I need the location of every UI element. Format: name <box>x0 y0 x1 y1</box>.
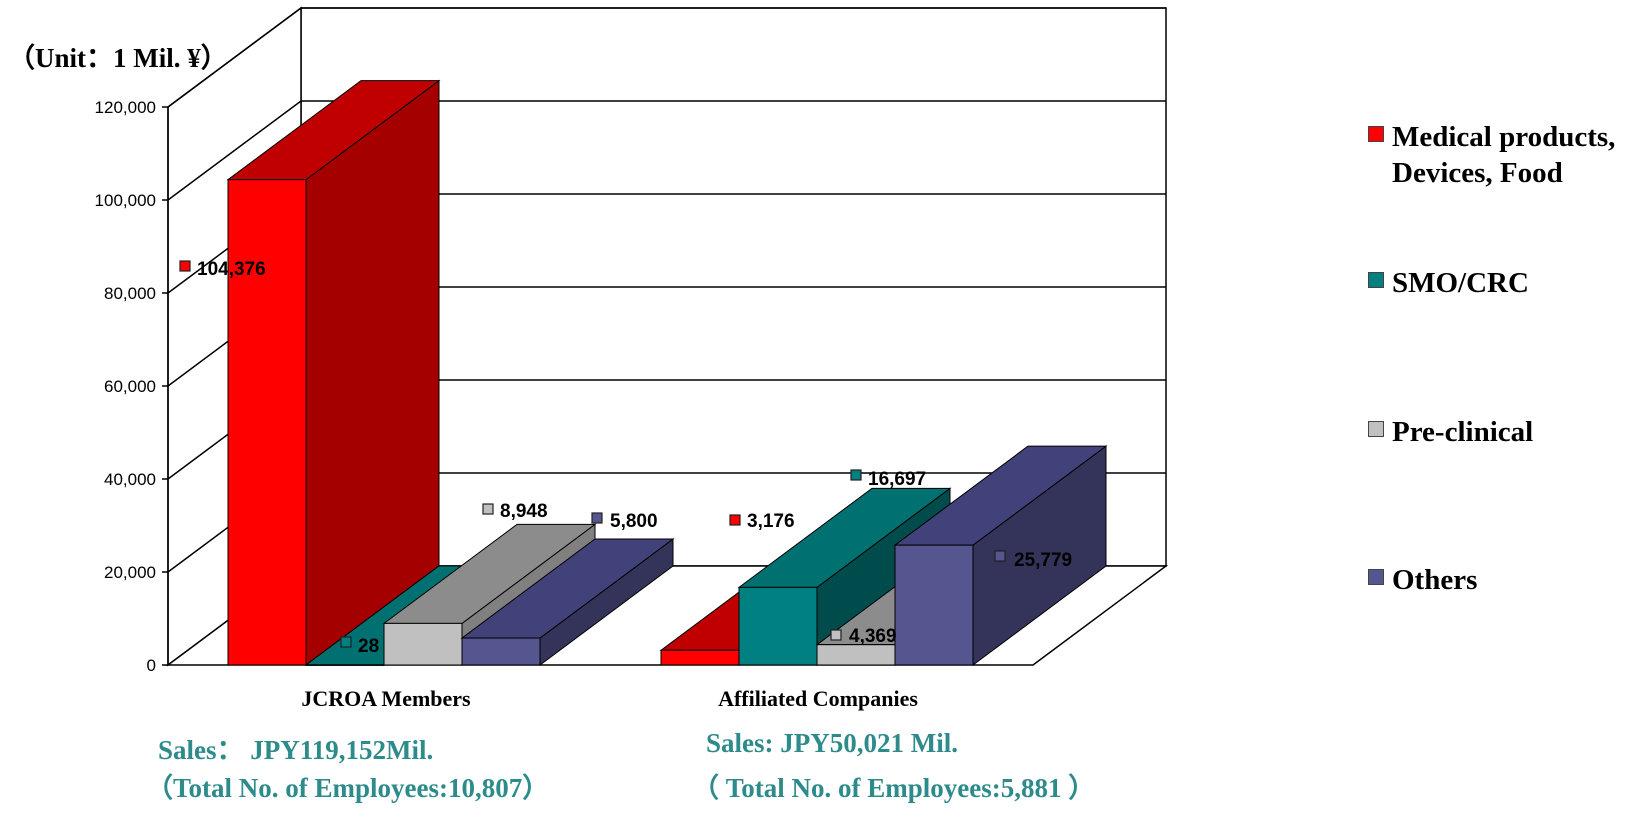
data-marker <box>591 512 603 524</box>
y-tick-label: 60,000 <box>104 377 156 396</box>
bar-front <box>816 644 896 666</box>
data-label: 8,948 <box>500 501 548 522</box>
legend-swatch-others <box>1368 569 1384 585</box>
legend-swatch-medical <box>1368 126 1384 142</box>
jcroa-employees: （Total No. of Employees:10,807） <box>146 773 550 803</box>
data-marker <box>830 629 842 641</box>
gridline <box>167 100 1166 201</box>
data-marker <box>850 469 862 481</box>
data-labels: 104,376 28 8,948 5,800 3,176 16,697 4,369 25,77… <box>179 259 1072 657</box>
bar-front <box>305 664 385 666</box>
data-label: 104,376 <box>197 259 266 280</box>
data-marker <box>179 260 191 272</box>
y-tick-label: 40,000 <box>104 470 156 489</box>
bar-front <box>894 544 974 666</box>
bar-side <box>305 79 440 666</box>
data-label: 28 <box>358 636 379 657</box>
affiliated-employees: （ Total No. of Employees:5,881 ） <box>692 773 1096 803</box>
legend-label-pre-clinical: Pre-clinical <box>1392 416 1534 448</box>
unit-label: （Unit：1 Mil. ¥） <box>8 43 228 73</box>
y-axis: 0 20,000 40,000 60,000 80,000 100,000 120,000 <box>95 98 169 675</box>
legend-item-pre-clinical: Pre-clinical <box>1368 414 1632 450</box>
y-tick-label: 20,000 <box>104 563 156 582</box>
bar-front <box>461 637 541 666</box>
data-label: 5,800 <box>610 511 658 532</box>
legend-label-medical: Medical products, Devices, Food <box>1392 121 1616 189</box>
bar-front <box>738 586 818 666</box>
legend-item-others: Others <box>1368 562 1632 598</box>
data-marker <box>729 514 741 526</box>
x-axis: JCROA Members Affiliated Companies <box>301 686 918 711</box>
bar-others-1 <box>893 445 1108 666</box>
bar-group <box>226 79 1108 666</box>
legend-swatch-smo-crc <box>1368 272 1384 288</box>
data-marker <box>482 503 494 515</box>
legend-label-smo-crc: SMO/CRC <box>1392 267 1529 299</box>
bar-front <box>383 622 463 666</box>
data-marker <box>994 550 1006 562</box>
bar-others-0 <box>460 538 675 666</box>
bar-front <box>660 649 740 666</box>
jcroa-sales: Sales： JPY119,152Mil. <box>158 735 434 765</box>
legend-label-others: Others <box>1392 564 1478 596</box>
data-label: 3,176 <box>747 511 795 532</box>
gridline <box>167 7 1166 108</box>
legend: Medical products, Devices, Food SMO/CRC … <box>1368 0 1637 700</box>
y-tick-label: 100,000 <box>95 191 156 210</box>
legend-item-smo-crc: SMO/CRC <box>1368 265 1632 301</box>
category-label: JCROA Members <box>301 686 471 711</box>
affiliated-sales: Sales: JPY50,021 Mil. <box>706 728 958 758</box>
legend-swatch-pre-clinical <box>1368 421 1384 437</box>
data-marker <box>340 636 352 648</box>
bar-front <box>227 179 307 666</box>
y-tick-label: 120,000 <box>95 98 156 117</box>
data-label: 16,697 <box>868 469 926 490</box>
y-tick-label: 0 <box>147 656 156 675</box>
data-label: 4,369 <box>849 626 897 647</box>
bar-medical-0 <box>226 79 441 666</box>
y-tick-label: 80,000 <box>104 284 156 303</box>
legend-item-medical: Medical products, Devices, Food <box>1368 119 1632 191</box>
category-label: Affiliated Companies <box>718 686 918 711</box>
data-label: 25,779 <box>1014 550 1072 571</box>
